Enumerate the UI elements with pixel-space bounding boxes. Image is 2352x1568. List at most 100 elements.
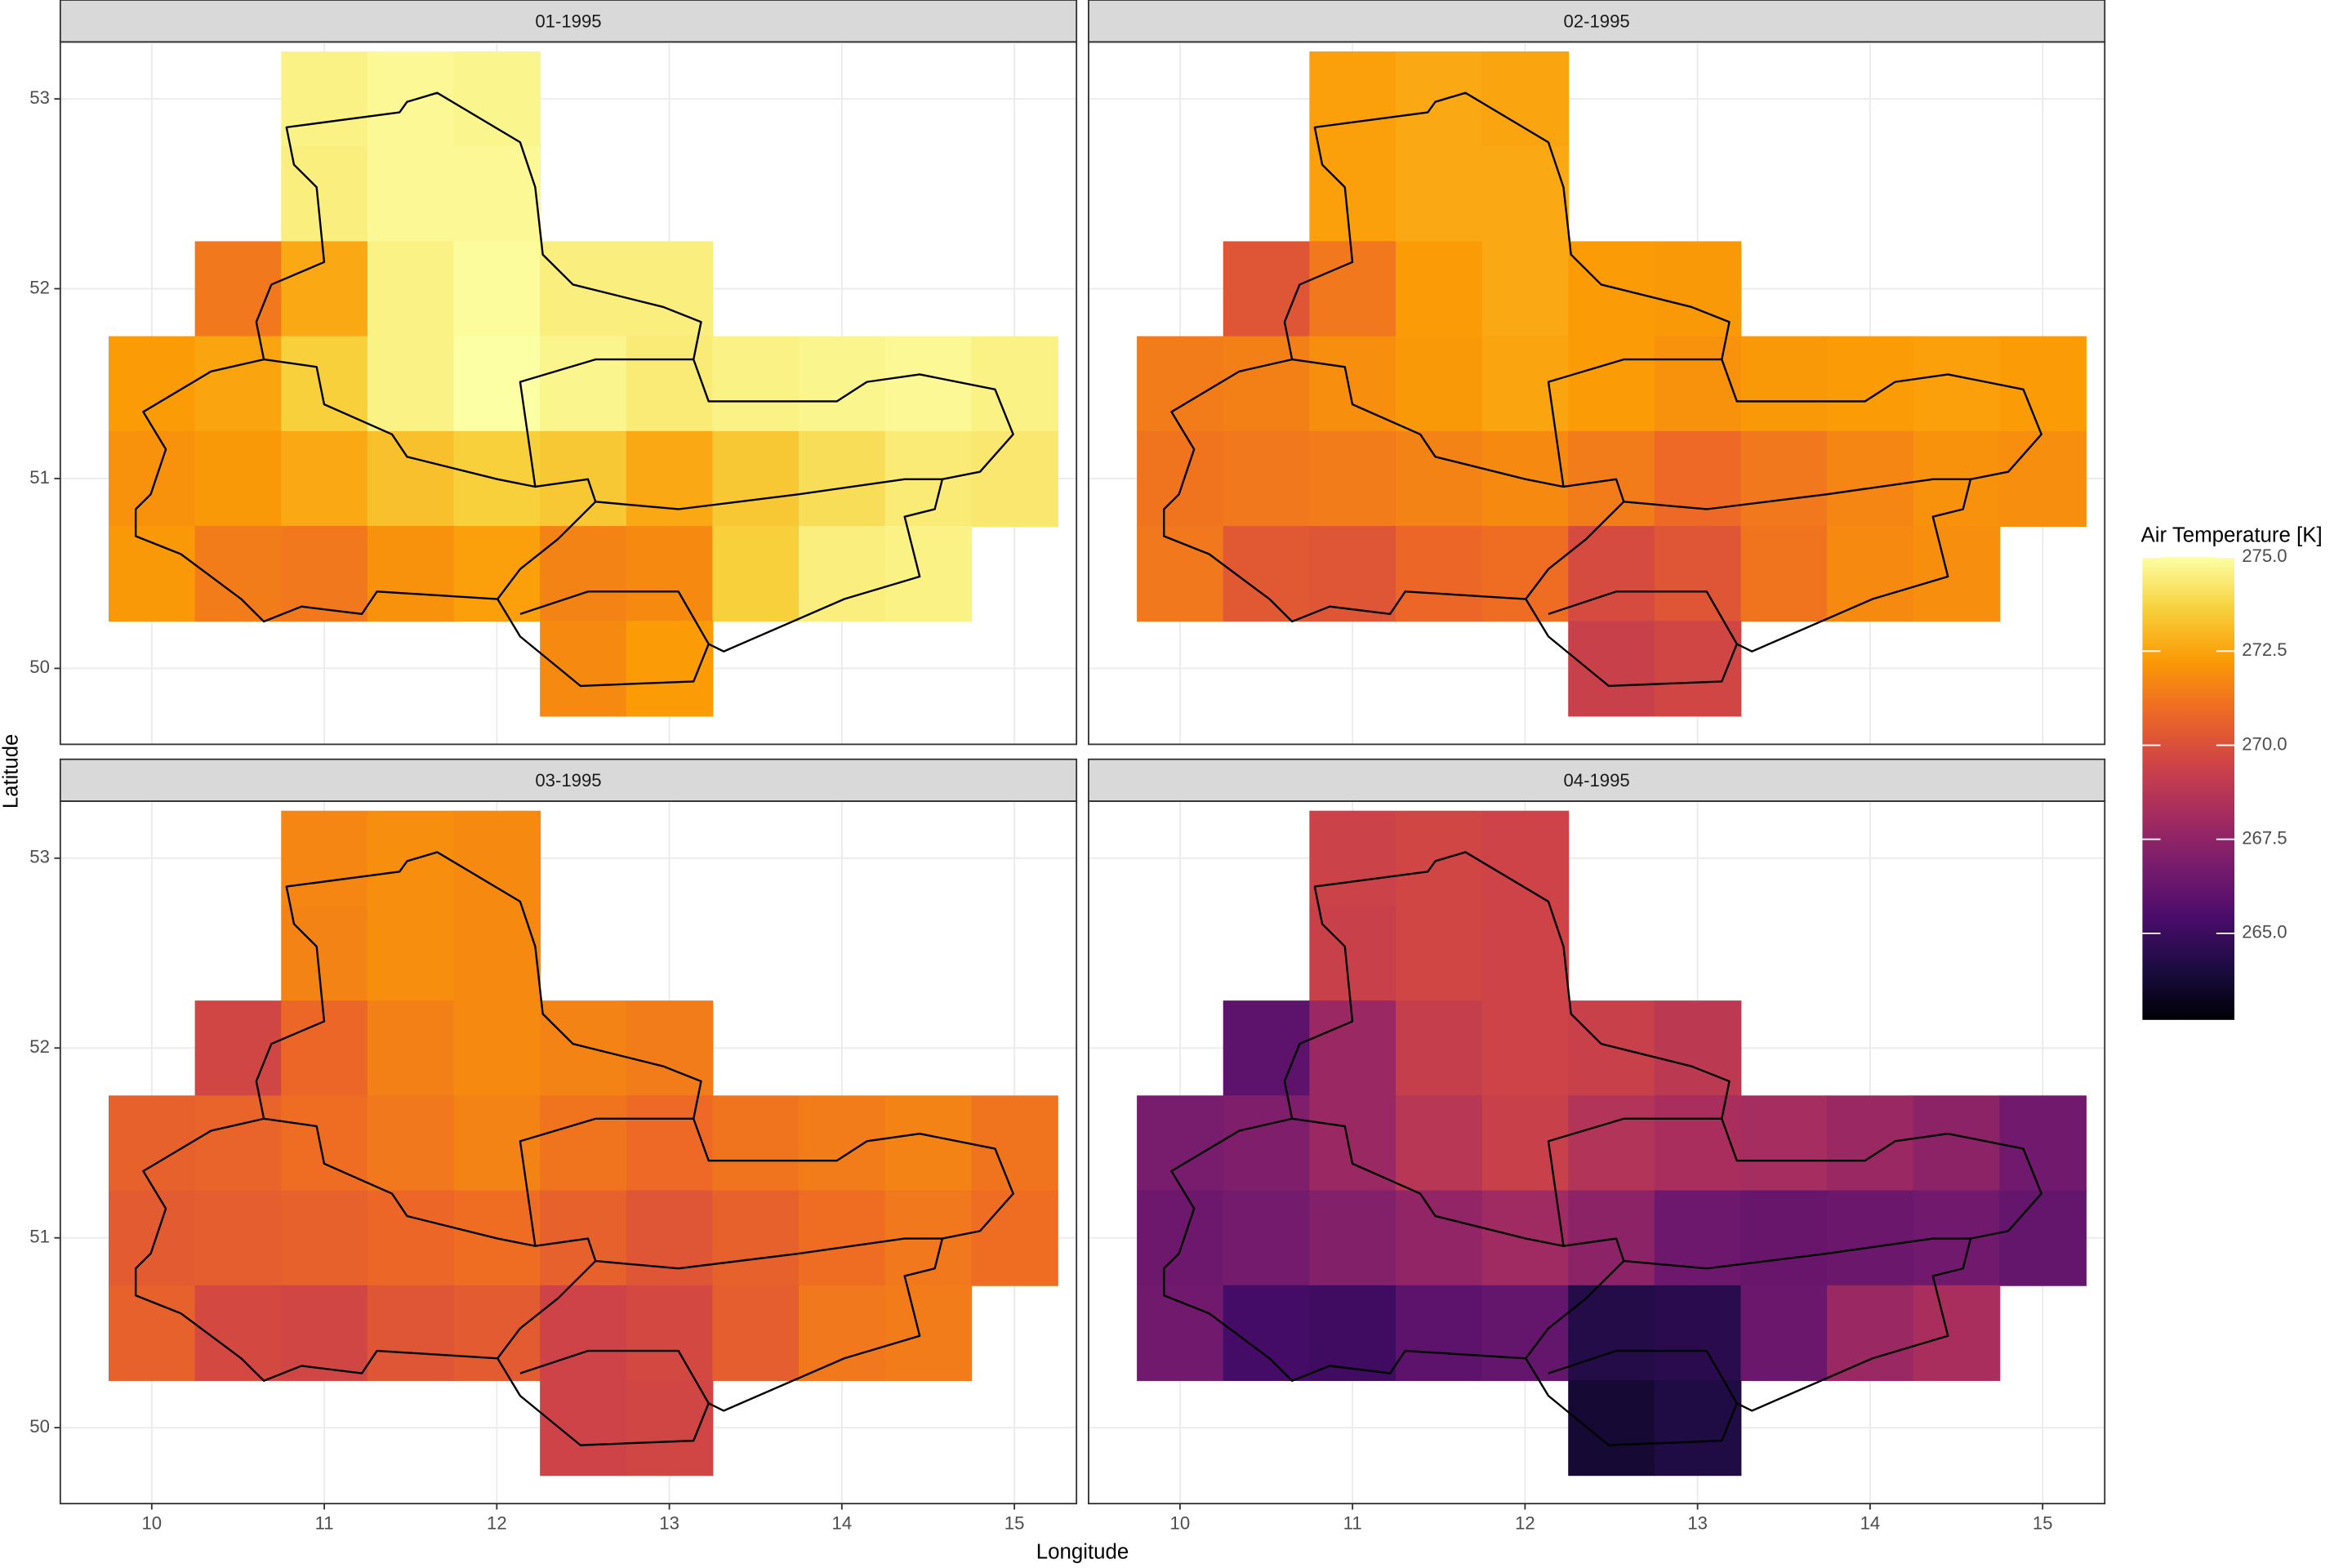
raster-cell xyxy=(1481,1095,1570,1192)
raster-cell xyxy=(453,1000,541,1097)
raster-cell xyxy=(1395,51,1483,148)
raster-cell xyxy=(1827,1095,1914,1192)
raster-cell xyxy=(194,336,283,432)
raster-cell xyxy=(453,241,541,337)
raster-cell xyxy=(1395,810,1483,906)
raster-cell xyxy=(367,1190,455,1286)
raster-cell xyxy=(1309,336,1396,432)
raster-cell xyxy=(1395,430,1483,528)
raster-cell xyxy=(1654,1380,1742,1477)
x-tick-label: 13 xyxy=(1687,1513,1708,1534)
raster-cell xyxy=(367,526,455,622)
raster-cell xyxy=(1913,1095,2001,1192)
raster-cell xyxy=(540,1000,627,1097)
raster-cell xyxy=(281,336,368,432)
raster-cell xyxy=(281,1000,368,1097)
x-tick-label: 12 xyxy=(487,1513,507,1534)
raster-cell xyxy=(712,430,800,528)
raster-cell xyxy=(1395,526,1483,622)
raster-cell xyxy=(1740,1190,1829,1286)
raster-cell xyxy=(799,526,886,622)
raster-cell xyxy=(1481,51,1570,148)
raster-cell xyxy=(1223,1095,1311,1192)
raster-cell xyxy=(1395,146,1483,243)
y-tick-label: 52 xyxy=(29,1036,50,1057)
raster-cell xyxy=(626,621,714,717)
raster-cell xyxy=(453,1095,541,1192)
raster-cell xyxy=(540,241,627,337)
raster-cell xyxy=(1395,1095,1483,1192)
raster-cell xyxy=(1481,1000,1570,1097)
raster-cell xyxy=(1568,1380,1655,1477)
panel-border xyxy=(1088,41,2106,746)
raster-cell xyxy=(1999,1095,2087,1192)
raster-cell xyxy=(108,1190,196,1286)
raster-cell xyxy=(1827,336,1914,432)
raster-cell xyxy=(1137,430,1224,528)
colorbar-tick-label: 270.0 xyxy=(2242,733,2287,754)
x-tick-label: 15 xyxy=(1004,1513,1025,1534)
raster-cell xyxy=(367,1285,455,1381)
raster-cell xyxy=(712,1190,800,1286)
y-tick-label: 50 xyxy=(29,657,50,677)
raster-cell xyxy=(884,526,973,622)
raster-cell xyxy=(194,1190,283,1286)
raster-cell xyxy=(799,1095,886,1192)
raster-cell xyxy=(1740,430,1829,528)
raster-cell xyxy=(1654,621,1742,717)
raster-cell xyxy=(1223,526,1311,622)
raster-cell xyxy=(1137,1285,1224,1381)
raster-cell xyxy=(1137,1095,1224,1192)
raster-cell xyxy=(1481,336,1570,432)
x-tick-label: 14 xyxy=(1860,1513,1881,1534)
raster-cell xyxy=(1223,336,1311,432)
raster-cell xyxy=(194,241,283,337)
raster-cell xyxy=(799,430,886,528)
x-tick-label: 11 xyxy=(315,1513,334,1534)
y-tick-label: 53 xyxy=(29,847,50,867)
raster-cell xyxy=(1223,430,1311,528)
raster-cell xyxy=(281,1190,368,1286)
raster-cell xyxy=(108,526,196,622)
raster-cell xyxy=(626,1285,714,1381)
raster-cell xyxy=(626,1190,714,1286)
raster-cell xyxy=(1223,1190,1311,1286)
y-tick-label: 52 xyxy=(29,277,50,297)
raster-cell xyxy=(540,1285,627,1381)
raster-cell xyxy=(1309,51,1396,148)
raster-cell xyxy=(367,1000,455,1097)
raster-cell xyxy=(540,621,627,717)
x-tick-label: 11 xyxy=(1343,1513,1362,1534)
x-tick-label: 10 xyxy=(141,1513,162,1534)
strip xyxy=(1088,0,2106,43)
raster-cell xyxy=(1654,430,1742,528)
x-tick-label: 13 xyxy=(659,1513,679,1534)
raster-cell xyxy=(1395,241,1483,337)
raster-cell xyxy=(108,1285,196,1381)
raster-cell xyxy=(1309,1000,1396,1097)
raster-cell xyxy=(1481,526,1570,622)
raster-cell xyxy=(1395,1285,1483,1381)
colorbar-tick-label: 272.5 xyxy=(2242,639,2287,660)
raster-cell xyxy=(540,1095,627,1192)
raster-cell xyxy=(884,1285,973,1381)
raster-cell xyxy=(799,1190,886,1286)
raster-cell xyxy=(712,526,800,622)
y-axis-title: Latitude xyxy=(0,734,23,808)
panel-border xyxy=(1088,800,2106,1505)
raster-cell xyxy=(1395,336,1483,432)
y-tick-label: 51 xyxy=(29,467,50,488)
x-tick-label: 15 xyxy=(2033,1513,2053,1534)
raster-cell xyxy=(1827,1190,1914,1286)
raster-cell xyxy=(367,241,455,337)
raster-cell xyxy=(1913,336,2001,432)
raster-cell xyxy=(281,1285,368,1381)
raster-cell xyxy=(1568,526,1655,622)
raster-cell xyxy=(1309,430,1396,528)
raster-cell xyxy=(367,1095,455,1192)
raster-cell xyxy=(1481,241,1570,337)
raster-cell xyxy=(1395,905,1483,1002)
raster-cell xyxy=(1654,1095,1742,1192)
